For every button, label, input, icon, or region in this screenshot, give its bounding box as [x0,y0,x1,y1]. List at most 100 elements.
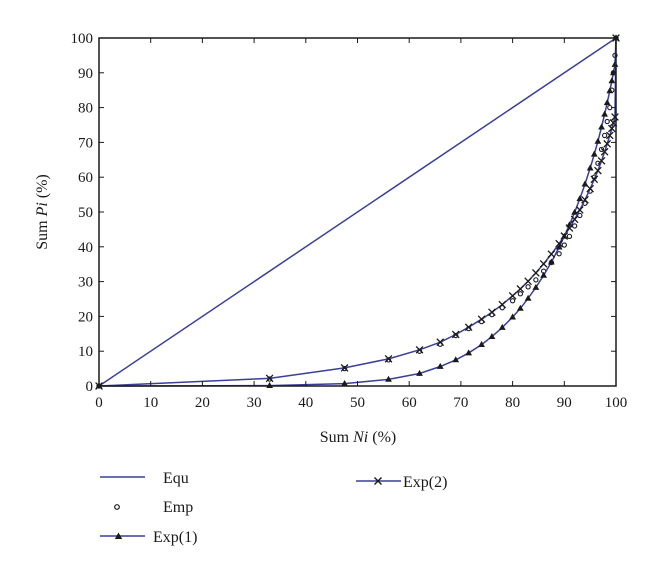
point-exp2 [570,215,579,224]
series-line-equ [98,37,617,387]
x-tick-label: 90 [557,395,572,411]
point-exp2 [498,300,507,309]
point-exp2 [477,315,486,324]
y-tick-label: 50 [78,205,93,221]
point-exp2 [600,147,609,156]
point-emp [556,251,562,257]
point-exp2 [524,277,532,286]
y-tick-label: 20 [78,309,93,325]
series-line-exp1 [98,37,617,387]
point-exp1 [576,195,584,202]
point-exp2 [415,345,424,354]
y-axis-label-suffix: (%) [34,174,51,202]
y-tick-label: 0 [86,379,94,395]
x-tick-label: 60 [402,395,417,411]
point-exp1 [586,164,594,171]
point-exp2 [560,232,569,240]
y-tick-label: 80 [78,101,93,117]
x-tick-label: 100 [605,395,628,411]
point-exp2 [508,292,517,300]
point-emp [561,242,567,248]
point-exp1 [436,362,444,369]
x-tick-label: 0 [95,395,103,411]
point-exp1 [601,110,609,117]
point-exp1 [603,99,611,106]
point-exp2 [539,259,548,268]
legend-item-equ: Equ [100,470,189,487]
point-exp1 [478,340,485,347]
point-exp1 [532,283,540,290]
point-exp1 [606,87,614,94]
series-exp2 [95,34,620,390]
x-axis-label-prefix: Sum [320,429,353,446]
point-emp [525,284,531,290]
point-emp [601,132,608,139]
y-tick-label: 90 [78,66,93,82]
point-exp2 [565,224,574,232]
point-exp2 [581,195,589,204]
y-axis-label: Sum Pi (%) [34,174,51,250]
point-exp2 [575,206,584,214]
point-exp2 [532,269,540,277]
point-exp1 [488,332,496,339]
point-emp [509,298,516,304]
point-exp1 [498,323,506,330]
point-exp1 [416,369,423,376]
point-exp1 [465,349,473,356]
point-exp1 [516,304,524,311]
point-exp1 [590,150,598,157]
x-axis: 0 10 20 30 40 50 60 70 80 90 100 [95,38,627,411]
point-emp [571,223,578,229]
legend: Equ Emp Exp(1) Exp(2) [100,470,447,546]
point-exp1 [452,356,460,363]
point-exp1 [524,294,532,301]
point-exp1 [547,258,555,265]
point-exp2 [464,323,473,332]
series-line-exp2 [98,37,617,387]
legend-item-exp1: Exp(1) [100,529,197,546]
point-exp2 [488,308,496,317]
y-tick-label: 30 [78,275,93,291]
point-exp1 [594,137,602,144]
point-exp1 [540,271,548,278]
point-emp [517,291,524,297]
x-tick-label: 20 [195,395,210,411]
legend-swatch-emp [114,504,120,510]
point-exp2 [384,354,393,363]
legend-label-emp: Emp [163,499,193,516]
x-axis-label-suffix: (%) [368,429,396,446]
legend-item-exp2: Exp(2) [356,474,447,491]
point-exp2 [608,124,616,133]
point-exp1 [608,77,616,84]
point-exp2 [594,166,602,175]
x-tick-label: 30 [247,395,262,411]
point-exp2 [605,131,614,140]
point-exp1 [385,375,392,382]
legend-item-emp: Emp [114,499,193,516]
x-tick-label: 40 [298,395,313,411]
point-emp [577,212,583,219]
y-tick-label: 100 [71,31,94,47]
point-exp2 [590,175,599,184]
legend-label-equ: Equ [163,470,189,487]
point-exp2 [436,338,445,347]
x-tick-label: 10 [143,395,158,411]
point-exp1 [555,243,563,250]
point-emp [499,305,505,311]
point-exp1 [598,123,605,130]
legend-label-exp2: Exp(2) [403,474,447,491]
y-tick-label: 60 [78,170,93,186]
point-emp [604,118,610,125]
y-axis: 0 10 20 30 40 50 60 70 80 90 100 [71,31,616,395]
y-tick-label: 40 [78,240,93,256]
x-axis-label: Sum Ni (%) [320,429,396,446]
point-exp1 [571,208,579,215]
x-axis-label-var: Ni [352,429,368,446]
point-exp1 [509,313,516,320]
point-exp2 [265,374,274,383]
point-exp2 [586,184,595,193]
point-exp1 [341,379,348,386]
point-exp2 [516,285,525,293]
x-tick-label: 80 [505,395,520,411]
